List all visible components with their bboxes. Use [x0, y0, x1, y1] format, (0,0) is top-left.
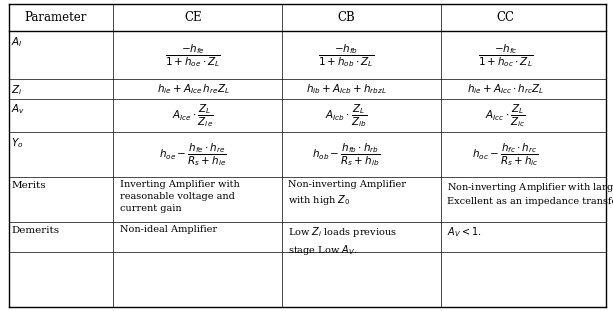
Text: $A_v$: $A_v$: [11, 103, 25, 116]
Text: Merits: Merits: [11, 181, 45, 190]
Text: $Y_o$: $Y_o$: [11, 136, 23, 150]
Text: $\dfrac{-h_{fc}}{1 + h_{oc} \cdot Z_L}$: $\dfrac{-h_{fc}}{1 + h_{oc} \cdot Z_L}$: [478, 42, 533, 69]
Text: Non-inverting Amplifier with large $A_I$.
Excellent as an impedance transformer: Non-inverting Amplifier with large $A_I$…: [447, 180, 613, 206]
Text: CB: CB: [338, 11, 355, 24]
Text: $A_{Icb} \cdot \dfrac{Z_L}{Z_{ib}}$: $A_{Icb} \cdot \dfrac{Z_L}{Z_{ib}}$: [326, 102, 367, 129]
Text: $A_I$: $A_I$: [11, 35, 23, 49]
Text: $A_{Ice} \cdot \dfrac{Z_L}{Z_{ie}}$: $A_{Ice} \cdot \dfrac{Z_L}{Z_{ie}}$: [172, 102, 214, 129]
Text: $A_{Icc} \cdot \dfrac{Z_L}{Z_{ic}}$: $A_{Icc} \cdot \dfrac{Z_L}{Z_{ic}}$: [485, 102, 526, 129]
Text: CC: CC: [497, 11, 515, 24]
Text: $\dfrac{-h_{fb}}{1 + h_{ob} \cdot Z_L}$: $\dfrac{-h_{fb}}{1 + h_{ob} \cdot Z_L}$: [318, 42, 375, 69]
Text: $h_{oe} - \dfrac{h_{fe} \cdot h_{re}}{R_s + h_{ie}}$: $h_{oe} - \dfrac{h_{fe} \cdot h_{re}}{R_…: [159, 141, 227, 168]
Text: $h_{ie} + A_{Icc} \cdot h_{rc} Z_L$: $h_{ie} + A_{Icc} \cdot h_{rc} Z_L$: [467, 82, 544, 96]
Text: $h_{ib} + A_{Icb} + h_{rbzL}$: $h_{ib} + A_{Icb} + h_{rbzL}$: [306, 82, 387, 96]
Text: Parameter: Parameter: [24, 11, 86, 24]
Text: Non-ideal Amplifier: Non-ideal Amplifier: [120, 225, 216, 234]
Text: Inverting Amplifier with
reasonable voltage and
current gain: Inverting Amplifier with reasonable volt…: [120, 180, 239, 213]
Text: $\dfrac{-h_{fe}}{1 + h_{oe} \cdot Z_L}$: $\dfrac{-h_{fe}}{1 + h_{oe} \cdot Z_L}$: [165, 42, 221, 69]
Text: CE: CE: [185, 11, 202, 24]
Text: Non-inverting Amplifier
with high $Z_0$: Non-inverting Amplifier with high $Z_0$: [288, 180, 406, 207]
Text: $h_{oc} - \dfrac{h_{fc} \cdot h_{rc}}{R_s + h_{ic}}$: $h_{oc} - \dfrac{h_{fc} \cdot h_{rc}}{R_…: [472, 141, 539, 168]
Text: $h_{ie} + A_{Ice}\, h_{re} Z_L$: $h_{ie} + A_{Ice}\, h_{re} Z_L$: [157, 82, 229, 96]
Text: $A_V < 1$.: $A_V < 1$.: [447, 225, 482, 239]
Text: Demerits: Demerits: [11, 226, 59, 235]
Text: Low $Z_i$ loads previous
stage Low $A_V$.: Low $Z_i$ loads previous stage Low $A_V$…: [288, 225, 397, 257]
Text: $h_{ob} - \dfrac{h_{fb} \cdot h_{rb}}{R_s + h_{ib}}$: $h_{ob} - \dfrac{h_{fb} \cdot h_{rb}}{R_…: [312, 141, 381, 168]
Text: $Z_i$: $Z_i$: [11, 83, 22, 97]
